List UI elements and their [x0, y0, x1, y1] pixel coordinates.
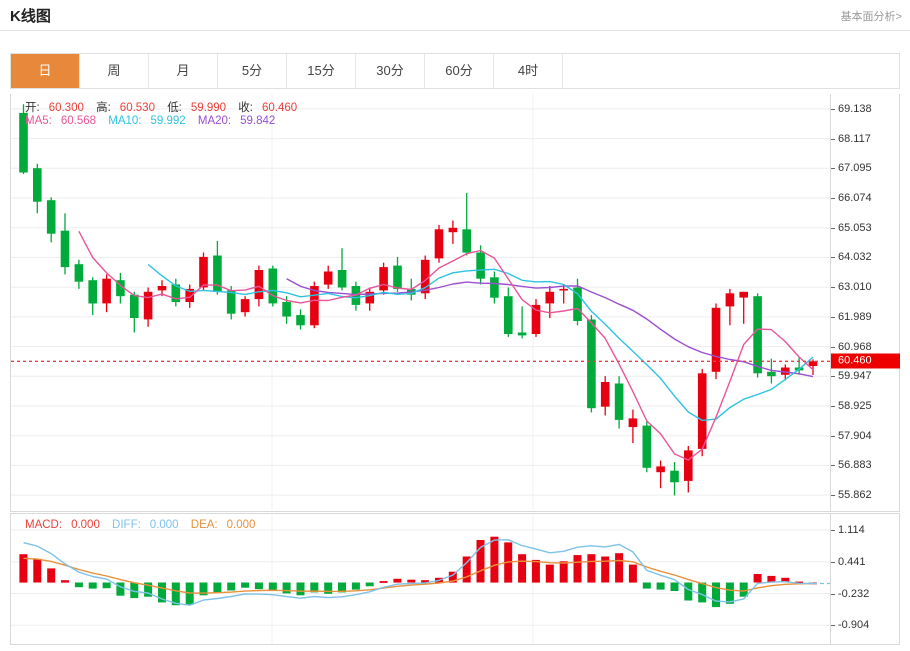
page-title: K线图: [10, 8, 51, 25]
price-tick: [831, 227, 835, 229]
macd-chart-panel: MACD: 0.000 DIFF: 0.000 DEA: 0.000 1.114 0.4…: [10, 513, 900, 645]
price-tick-label-12: 56.883: [838, 459, 872, 472]
price-tick-label-2: 67.095: [838, 162, 872, 175]
macd-tick-label-0: 1.114: [838, 523, 865, 536]
price-tick: [831, 316, 835, 318]
price-tick-label-0: 69.138: [838, 102, 872, 115]
price-tick-label-13: 55.862: [838, 489, 872, 502]
price-tick: [831, 198, 835, 199]
price-tick-label-4: 65.053: [838, 221, 872, 234]
price-tick: [831, 108, 835, 110]
macd-tick: [831, 529, 835, 531]
tab-2[interactable]: 月: [149, 54, 218, 88]
macd-tick: [831, 593, 835, 595]
tab-6[interactable]: 60分: [425, 54, 494, 88]
price-tick: [831, 495, 835, 497]
macd-axis: 1.114 0.441 -0.232 -0.904: [830, 514, 899, 644]
price-tick-label-1: 68.117: [838, 132, 871, 145]
price-chart-panel: 开: 60.300 高: 60.530 低: 59.990 收: 60.460 MA5:…: [10, 94, 900, 512]
page-header: K线图 基本面分析>: [0, 0, 910, 31]
price-tick: [831, 138, 835, 140]
price-tick: [831, 257, 835, 259]
price-axis: 69.138 68.117 67.095 66.074 65.053 64.032 63.0…: [830, 94, 900, 511]
price-tick-label-3: 66.074: [838, 192, 872, 204]
current-price-badge: 60.460: [831, 353, 900, 369]
timeframe-tabbar: 日周月 5分 15分 30分 60分 4时: [10, 53, 900, 89]
tabbar-filler: [563, 54, 899, 88]
price-tick-label-10: 58.925: [838, 400, 872, 412]
price-tick: [831, 346, 835, 348]
tab-0[interactable]: 日: [11, 54, 80, 88]
price-tick: [831, 287, 835, 289]
price-tick-label-11: 57.904: [838, 429, 872, 442]
candlestick-plot-area[interactable]: [11, 94, 831, 511]
tab-4[interactable]: 15分: [287, 54, 356, 88]
tab-1[interactable]: 周: [80, 54, 149, 88]
price-tick-label-9: 59.947: [838, 370, 872, 383]
price-tick: [831, 406, 835, 407]
fundamental-analysis-link[interactable]: 基本面分析>: [840, 11, 902, 23]
price-tick-label-8: 60.968: [838, 340, 872, 353]
price-tick-label-7: 61.989: [838, 310, 872, 323]
price-tick-label-6: 63.010: [838, 281, 872, 294]
tab-5[interactable]: 30分: [356, 54, 425, 88]
macd-tick-label-3: -0.904: [838, 619, 870, 632]
macd-tick-label-2: -0.232: [838, 587, 870, 600]
price-tick-label-5: 64.032: [838, 251, 872, 264]
price-tick: [831, 376, 835, 378]
tab-7[interactable]: 4时: [494, 54, 563, 88]
price-tick: [831, 465, 835, 467]
price-tick: [831, 168, 835, 170]
price-tick: [831, 435, 835, 437]
macd-tick: [831, 561, 835, 563]
macd-plot-area[interactable]: [11, 514, 831, 644]
macd-tick: [831, 625, 835, 627]
macd-tick-label-1: 0.441: [838, 555, 866, 568]
tab-3[interactable]: 5分: [218, 54, 287, 88]
